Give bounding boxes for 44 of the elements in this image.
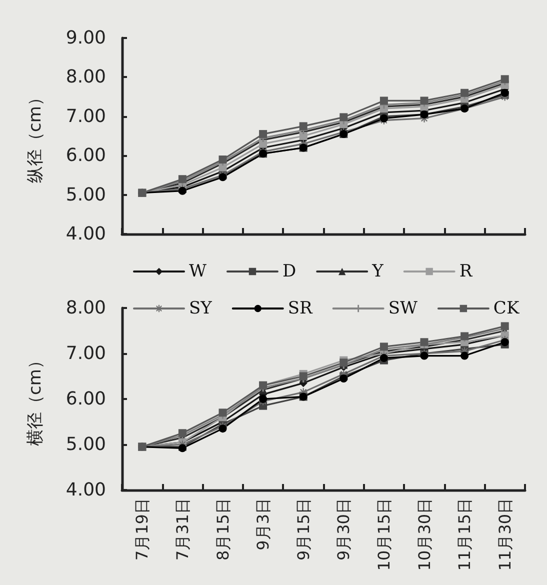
point [299,132,308,140]
point [218,424,227,433]
point [259,130,268,138]
legend-label: SW [388,298,418,318]
point [340,374,348,383]
point [299,372,308,380]
point [259,395,268,403]
point [380,96,388,105]
y-tick-label: 5.00 [66,434,106,455]
y-tick-label: 8.00 [66,298,106,318]
legend-label: CK [493,298,520,318]
y-tick-label: 4.00 [66,224,106,244]
legend-label: SR [288,298,314,318]
legend-label: Y [371,262,384,282]
y-tick-label: 8.00 [66,66,106,88]
x-tick-label: 9月3日 [254,498,273,550]
y-tick-label: 5.00 [66,184,106,206]
point [299,122,308,130]
point [218,163,227,172]
y-tick-label: 9.00 [66,28,106,48]
point [420,352,428,360]
x-tick-label: 8月15日 [213,498,232,561]
y-tick-label: 4.00 [66,480,106,500]
x-tick-label: 11月15日 [455,498,474,571]
y-axis-title: 横径（cm） [26,352,46,446]
point [259,140,268,148]
legend-label: R [459,262,474,282]
y-tick-label: 6.00 [66,145,106,166]
legend-label: SY [189,298,213,318]
x-tick-label: 7月19日 [132,498,152,561]
y-tick-label: 7.00 [66,106,106,127]
legend-label: D [282,262,296,282]
x-tick-label: 9月15日 [294,498,313,561]
y-axis-title: 纵径（cm） [26,89,46,183]
x-tick-label: 9月30日 [334,498,354,561]
x-tick-label: 7月31日 [172,498,192,561]
x-tick-label: 10月15日 [374,498,394,571]
y-tick-label: 7.00 [66,343,106,364]
x-tick-label: 11月30日 [495,498,514,571]
x-tick-label: 10月30日 [414,498,434,571]
point [460,352,469,360]
point [340,113,348,122]
y-tick-label: 6.00 [66,388,106,410]
legend-label: W [189,262,207,282]
